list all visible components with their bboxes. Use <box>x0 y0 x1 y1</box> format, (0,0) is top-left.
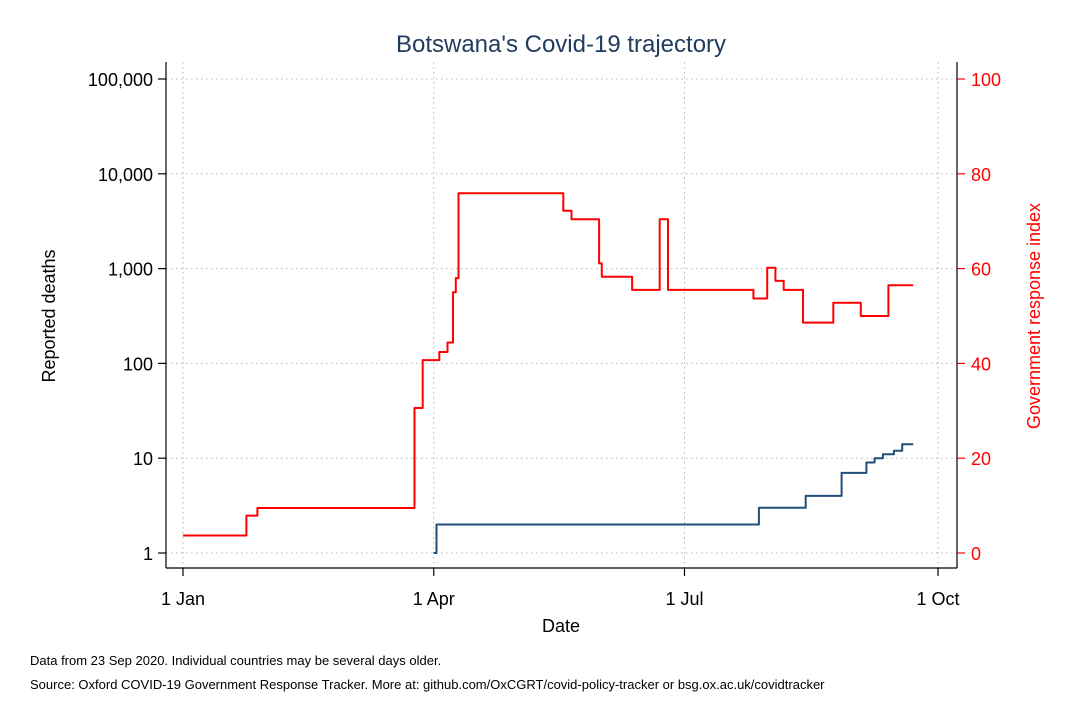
y-right-tick-label: 100 <box>971 70 1001 90</box>
x-tick-label: 1 Apr <box>413 589 455 609</box>
y-left-tick-label: 100 <box>123 354 153 374</box>
y-right-tick-label: 20 <box>971 449 991 469</box>
chart-title: Botswana's Covid-19 trajectory <box>396 31 726 58</box>
y-left-tick-label: 1 <box>143 544 153 564</box>
x-tick-label: 1 Jan <box>161 589 205 609</box>
series-layer <box>183 192 914 554</box>
y-right-tick-label: 0 <box>971 544 981 564</box>
x-tick-label: 1 Oct <box>916 589 959 609</box>
y-axis-left-label: Reported deaths <box>39 249 59 382</box>
y-left-tick-label: 10,000 <box>98 165 153 185</box>
axes: 1 10 100 1,000 10,000 100,000 0 20 40 60 80 100 1 Ja… <box>88 62 1001 609</box>
y-left-tick-label: 10 <box>133 449 153 469</box>
source-note: Source: Oxford COVID-19 Government Respo… <box>30 677 825 692</box>
grid <box>166 62 957 568</box>
y-right-tick-label: 40 <box>971 354 991 374</box>
y-left-tick-label: 1,000 <box>108 260 153 280</box>
y-left-tick-label: 100,000 <box>88 70 153 90</box>
series-line-response <box>183 192 914 537</box>
x-tick-label: 1 Jul <box>665 589 703 609</box>
y-right-tick-label: 80 <box>971 165 991 185</box>
y-right-tick-label: 60 <box>971 260 991 280</box>
x-axis-label: Date <box>542 616 580 636</box>
y-axis-right-label: Government response index <box>1024 203 1044 429</box>
series-line-deaths <box>433 443 914 554</box>
data-note: Data from 23 Sep 2020. Individual countr… <box>30 653 442 668</box>
